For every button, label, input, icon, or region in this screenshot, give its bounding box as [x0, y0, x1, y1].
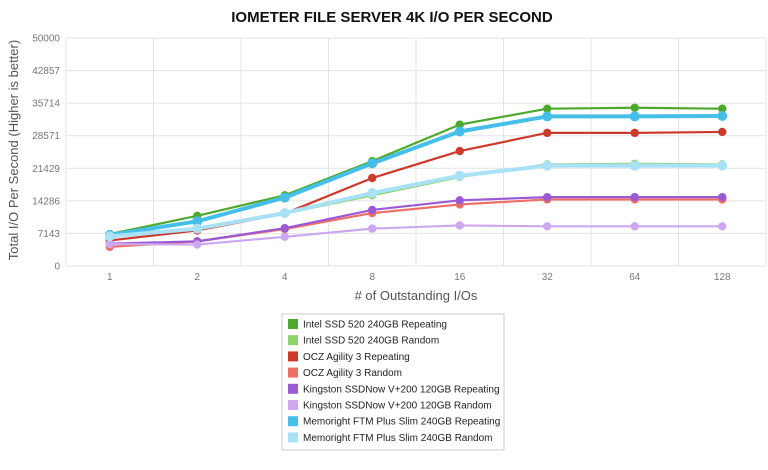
data-point	[368, 205, 377, 215]
legend-swatch	[288, 335, 298, 346]
y-axis-ticks: 0 7143 14286 21429 28571 35714 42857 50000	[32, 34, 60, 273]
series-line	[109, 113, 723, 237]
legend-swatch	[288, 367, 298, 378]
data-point	[279, 208, 290, 219]
y-tick-label: 0	[54, 262, 60, 273]
data-point	[718, 127, 727, 137]
data-point	[630, 222, 639, 231]
legend: Intel SSD 520 240GB Repeating Intel SSD 5…	[281, 313, 505, 451]
legend-swatch	[288, 351, 298, 362]
data-point	[718, 222, 727, 231]
data-point	[542, 160, 553, 171]
series-line	[109, 106, 723, 236]
legend-label: Memoright FTM Plus Slim 240GB Random	[303, 433, 493, 444]
x-axis-label: # of Outstanding I/Os	[355, 288, 478, 303]
data-point	[717, 160, 728, 171]
data-point	[543, 222, 552, 231]
data-point	[718, 104, 727, 113]
legend-label: Intel SSD 520 240GB Random	[303, 336, 439, 347]
data-point	[630, 128, 639, 138]
data-point	[280, 223, 289, 233]
grid	[65, 37, 767, 267]
legend-label: Kingston SSDNow V+200 120GB Random	[303, 401, 492, 412]
series-lines	[104, 103, 728, 252]
data-point	[543, 128, 552, 138]
y-tick-label: 14286	[32, 196, 60, 207]
legend-label: Memoright FTM Plus Slim 240GB Repeating	[303, 417, 500, 428]
data-point	[718, 192, 727, 202]
series-line	[109, 224, 723, 246]
legend-box	[281, 313, 505, 451]
y-tick-label: 28571	[32, 131, 60, 142]
y-tick-label: 50000	[32, 34, 60, 45]
legend-swatch	[288, 319, 298, 329]
series-line	[109, 163, 723, 239]
data-point	[629, 111, 640, 122]
data-point	[454, 126, 465, 137]
data-point	[367, 188, 378, 199]
data-point	[455, 221, 464, 230]
data-point	[455, 146, 464, 156]
x-tick-label: 8	[369, 272, 375, 283]
data-point	[104, 231, 115, 242]
x-tick-label: 2	[194, 272, 200, 283]
data-point	[368, 173, 377, 183]
data-point	[193, 240, 202, 249]
data-point	[630, 103, 639, 112]
data-point	[455, 120, 464, 129]
data-point	[543, 192, 552, 202]
series-8	[104, 160, 728, 242]
data-point	[280, 232, 289, 242]
legend-swatch	[288, 383, 298, 394]
data-point	[455, 196, 464, 205]
x-tick-label: 1	[107, 272, 113, 283]
series-6	[105, 221, 727, 249]
data-point	[630, 192, 639, 202]
legend-label: OCZ Agility 3 Random	[303, 368, 402, 379]
legend-swatch	[288, 432, 298, 443]
x-tick-label: 64	[629, 272, 641, 283]
legend-label: Kingston SSDNow V+200 120GB Repeating	[303, 384, 500, 395]
data-point	[454, 170, 465, 181]
y-tick-label: 35714	[32, 99, 60, 110]
data-point	[717, 110, 728, 121]
data-point	[105, 239, 114, 249]
x-tick-label: 32	[542, 272, 554, 283]
y-axis-label: Total I/O Per Second (Higher is better)	[6, 40, 21, 260]
data-point	[279, 192, 290, 203]
y-tick-label: 42857	[32, 66, 60, 77]
data-point	[629, 160, 640, 171]
data-point	[368, 224, 377, 233]
x-tick-label: 128	[714, 272, 731, 283]
data-point	[543, 104, 552, 113]
legend-label: Intel SSD 520 240GB Repeating	[303, 320, 447, 331]
x-axis-ticks: 1 2 4 8 16 32 64 128	[107, 272, 731, 283]
legend-swatch	[288, 416, 298, 427]
y-tick-label: 21429	[32, 164, 60, 175]
data-point	[192, 223, 203, 234]
data-point	[192, 216, 203, 227]
legend-label: OCZ Agility 3 Repeating	[303, 352, 410, 363]
chart-title: IOMETER FILE SERVER 4K I/O PER SECOND	[231, 9, 553, 26]
legend-swatch	[288, 400, 298, 410]
data-point	[367, 158, 378, 169]
series-line	[109, 196, 723, 245]
data-point	[542, 111, 553, 122]
y-tick-label: 7143	[38, 229, 61, 240]
x-tick-label: 16	[454, 272, 466, 283]
x-tick-label: 4	[282, 272, 288, 283]
